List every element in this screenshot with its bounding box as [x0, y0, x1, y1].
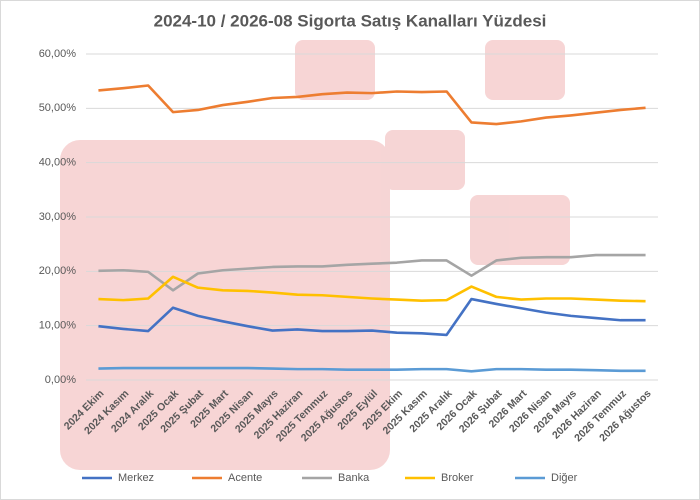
y-tick-label: 30,00% [39, 211, 77, 223]
legend-label: Acente [228, 472, 262, 484]
legend-label: Diğer [551, 472, 578, 484]
line-series [98, 84, 646, 126]
line-series [98, 366, 646, 373]
y-tick-label: 60,00% [39, 48, 77, 60]
y-tick-label: 0,00% [45, 374, 76, 386]
legend-label: Broker [441, 472, 474, 484]
y-tick-label: 20,00% [39, 265, 77, 277]
legend-label: Merkez [118, 472, 154, 484]
line-series [98, 253, 646, 292]
y-tick-label: 50,00% [39, 102, 77, 114]
watermark [60, 40, 570, 470]
chart-title: 2024-10 / 2026-08 Sigorta Satış Kanallar… [154, 11, 547, 30]
line-series [98, 275, 646, 303]
line-series [98, 297, 646, 337]
y-tick-label: 10,00% [39, 320, 77, 332]
y-tick-label: 40,00% [39, 157, 77, 169]
legend-label: Banka [338, 472, 370, 484]
